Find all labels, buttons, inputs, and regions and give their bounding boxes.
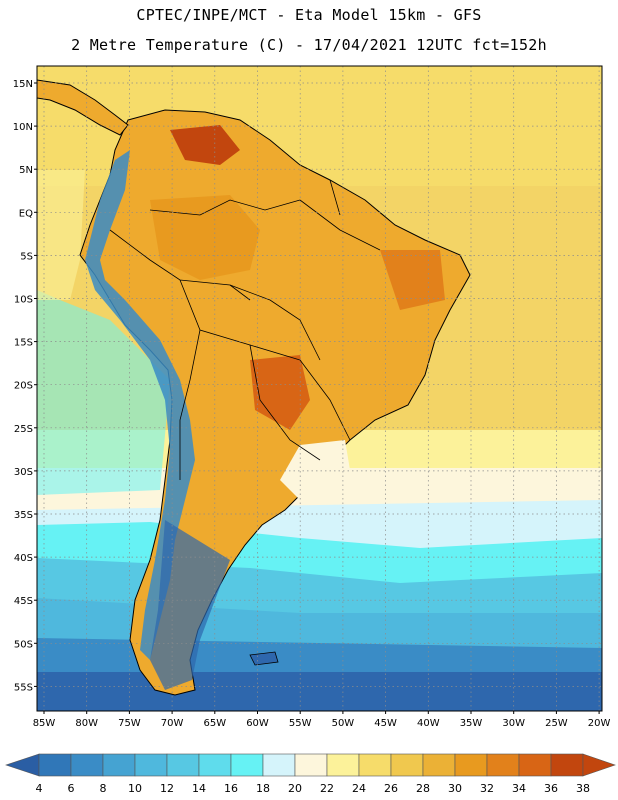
colorbar-swatch [198, 753, 232, 777]
lat-tick-label: 10S [14, 295, 33, 306]
pacific-cool-water [37, 290, 170, 495]
northeast-brazil-hot-area [380, 250, 445, 310]
colorbar-swatch [70, 753, 104, 777]
lon-tick-label: 70W [161, 718, 184, 729]
colorbar-swatch [326, 753, 360, 777]
colorbar-label: 24 [352, 782, 366, 795]
venezuela-very-hot-area [170, 125, 240, 165]
colorbar-swatch [390, 753, 424, 777]
lon-tick-label: 45W [374, 718, 397, 729]
lon-tick-label: 20W [588, 718, 611, 729]
pacific-equatorial-water [37, 170, 85, 300]
lon-tick-label: 80W [75, 718, 98, 729]
colorbar-low-arrow [5, 753, 40, 777]
colorbar-label: 38 [576, 782, 590, 795]
lat-tick-label: 30S [14, 467, 33, 478]
lon-tick-label: 25W [545, 718, 568, 729]
colorbar-swatch [294, 753, 328, 777]
map-title: CPTEC/INPE/MCT - Eta Model 15km - GFS [136, 6, 482, 24]
colorbar-swatch [358, 753, 392, 777]
lat-tick-label: 5N [19, 165, 33, 176]
colorbar-label: 10 [128, 782, 142, 795]
colorbar-swatch [262, 753, 296, 777]
lon-tick-label: 75W [118, 718, 141, 729]
longitude-axis: 85W 80W 75W 70W 65W 60W 55W 50W 45W 40W 35W 30W 25W 2… [33, 711, 611, 729]
lat-tick-label: 5S [20, 251, 33, 262]
lon-tick-label: 65W [203, 718, 226, 729]
lat-tick-label: 55S [14, 682, 33, 693]
colorbar-swatch [38, 753, 72, 777]
colorbar-swatch [518, 753, 552, 777]
country-borders [109, 179, 381, 480]
colorbar-label: 32 [480, 782, 494, 795]
colorbar-label: 4 [35, 782, 43, 795]
colorbar-swatch [166, 753, 200, 777]
colorbar-label: 34 [512, 782, 526, 795]
colorbar-label: 36 [544, 782, 558, 795]
lon-tick-label: 50W [332, 718, 355, 729]
lon-tick-label: 85W [33, 718, 56, 729]
chaco-very-hot-area [250, 355, 310, 430]
colorbar-label: 12 [160, 782, 174, 795]
colorbar-swatch [486, 753, 520, 777]
lat-tick-label: 35S [14, 510, 33, 521]
colorbar-high-arrow [582, 753, 616, 777]
colorbar-label: 26 [384, 782, 398, 795]
colorbar-label: 22 [320, 782, 334, 795]
patagonia-cold-area [150, 520, 230, 690]
lat-tick-label: 20S [14, 381, 33, 392]
lon-tick-label: 30W [502, 718, 525, 729]
colorbar-label: 8 [99, 782, 107, 795]
colorbar-swatch [550, 753, 584, 777]
uruguay-mild-area [280, 440, 350, 500]
lat-tick-label: 50S [14, 639, 33, 650]
colorbar-label: 18 [256, 782, 270, 795]
falkland-islands [249, 651, 279, 666]
lat-tick-label: 15N [13, 79, 33, 90]
colorbar [5, 753, 616, 777]
amazon-hot-area [150, 195, 260, 280]
central-america-landmass [37, 79, 129, 136]
lat-tick-label: 10N [13, 122, 33, 133]
colorbar-label: 16 [224, 782, 238, 795]
lon-tick-label: 55W [289, 718, 312, 729]
colorbar-label: 28 [416, 782, 430, 795]
colorbar-label: 20 [288, 782, 302, 795]
lat-tick-label: 25S [14, 424, 33, 435]
lon-tick-label: 35W [460, 718, 483, 729]
map-frame [36, 65, 603, 712]
lon-tick-label: 60W [246, 718, 269, 729]
lat-tick-label: EQ [19, 208, 33, 219]
lon-tick-label: 40W [417, 718, 440, 729]
colorbar-label: 30 [448, 782, 462, 795]
colorbar-swatch [102, 753, 136, 777]
lat-tick-label: 45S [14, 596, 33, 607]
latitude-axis: 15N 10N 5N EQ 5S 10S 15S 20S 25S 30S 35S 40S 45S 50S 5… [13, 79, 37, 693]
colorbar-swatch [422, 753, 456, 777]
lat-tick-label: 40S [14, 553, 33, 564]
colorbar-swatch [230, 753, 264, 777]
ocean-4-band [37, 672, 602, 711]
lat-tick-label: 15S [14, 338, 33, 349]
map-subtitle: 2 Metre Temperature (C) - 17/04/2021 12U… [71, 36, 547, 54]
colorbar-label: 14 [192, 782, 206, 795]
colorbar-swatch [134, 753, 168, 777]
colorbar-label: 6 [67, 782, 75, 795]
colorbar-swatch [454, 753, 488, 777]
